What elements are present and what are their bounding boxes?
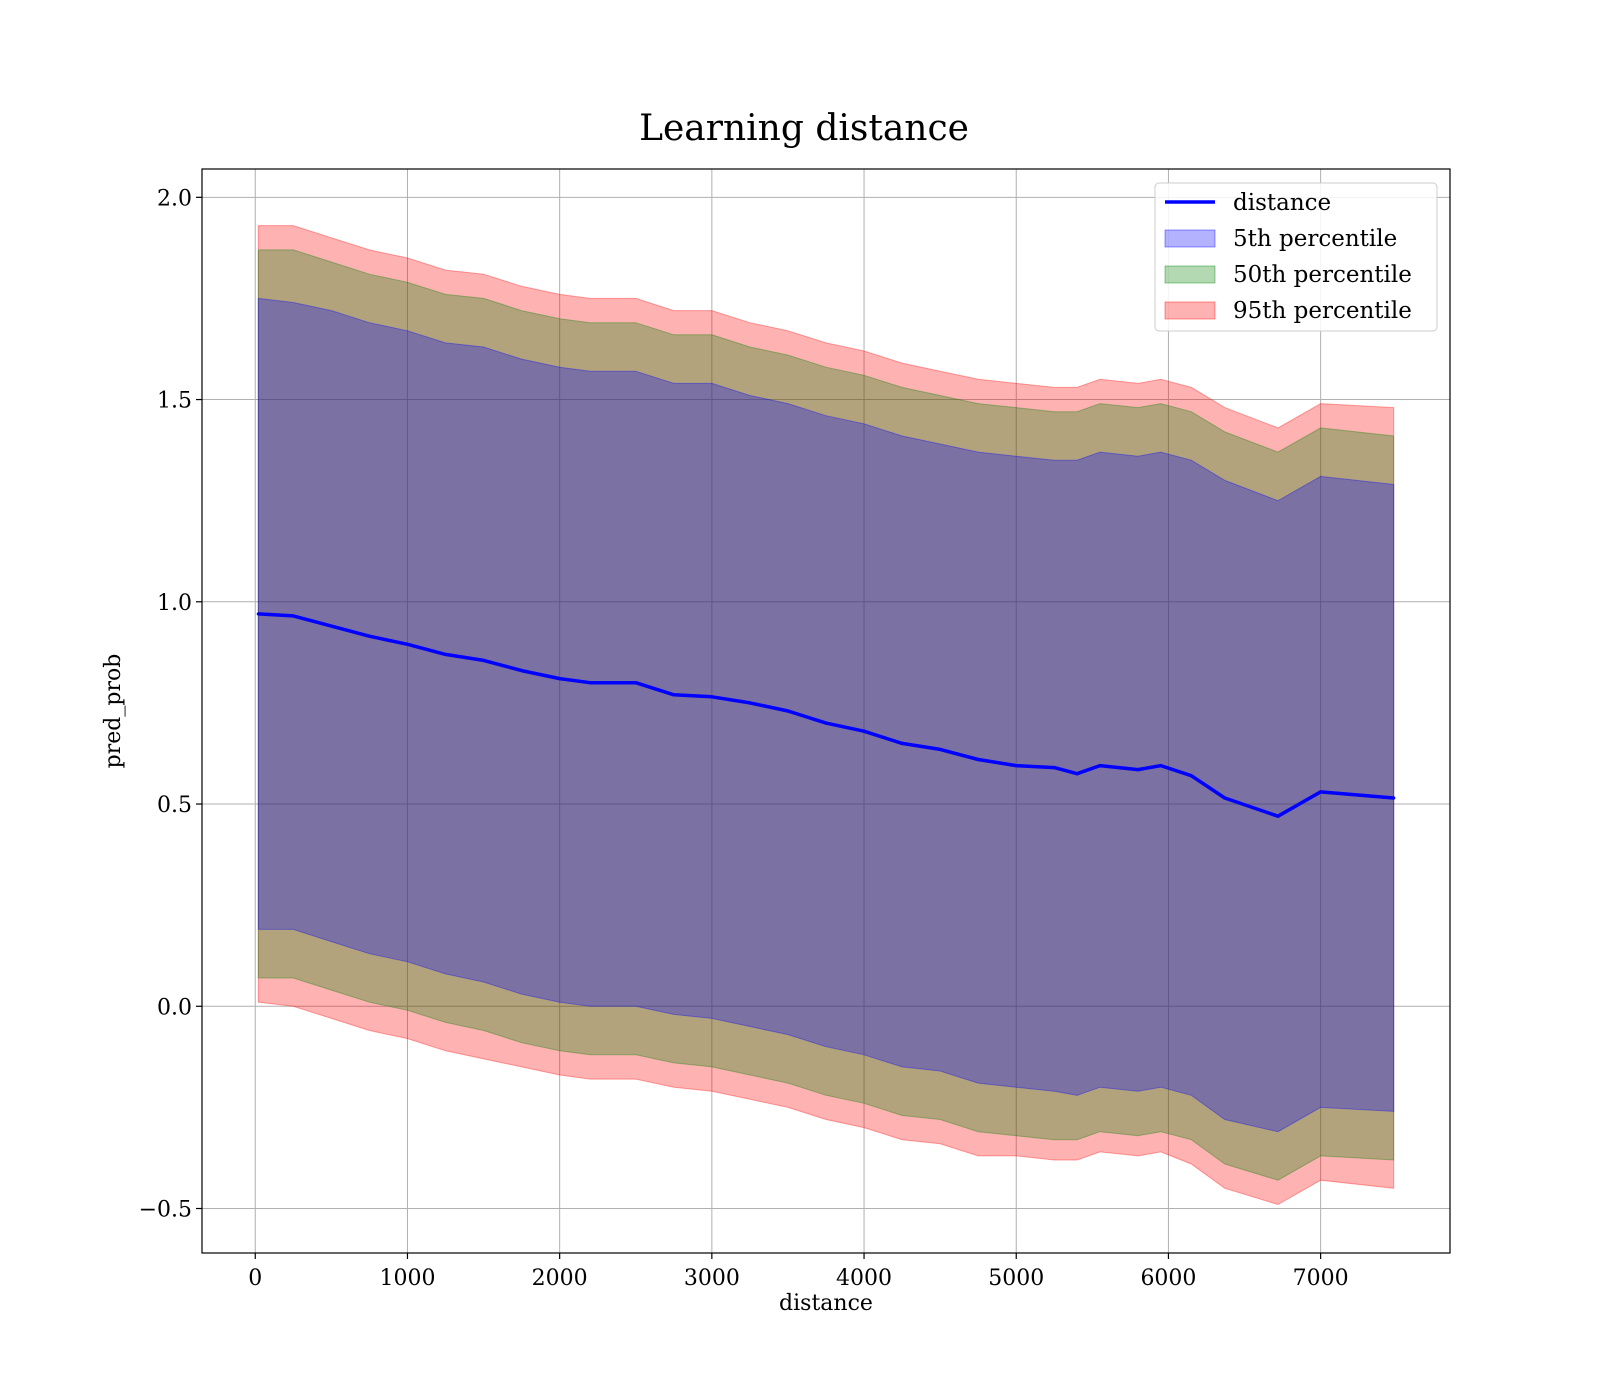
line-point-14 [786,709,790,713]
y-tick-label-0: −0.5 [139,1198,192,1223]
line-point-15 [824,721,828,725]
y-tick-label-3: 1.0 [157,591,192,616]
y-tick-label-1: 0.0 [157,995,192,1020]
axis-ticks: 0 1000 2000 3000 4000 5000 6000 7000 −0.5 0.0 0.5 1… [139,186,1349,1291]
line-point-0 [256,612,260,616]
line-point-2 [329,624,333,628]
line-point-19 [976,757,980,762]
line-point-7 [520,668,524,673]
line-point-6 [481,658,486,663]
line-point-28 [1276,814,1280,818]
line-point-26 [1189,774,1193,778]
line-point-22 [1075,772,1079,776]
line-point-8 [558,677,562,681]
y-tick-label-4: 1.5 [157,389,192,414]
x-tick-label-0: 0 [248,1266,262,1291]
line-point-30 [1392,796,1396,800]
line-point-9 [588,681,592,685]
line-point-11 [672,693,676,697]
x-tick-label-5: 5000 [988,1266,1044,1291]
series-line-layer [256,612,1396,818]
line-point-1 [291,614,295,618]
legend-swatch-50th-percentile [1164,265,1216,284]
line-point-27 [1223,796,1227,800]
line-point-13 [748,701,752,705]
legend-label-95th-percentile: 95th percentile [1233,298,1412,324]
legend-label-5th-percentile: 5th percentile [1233,226,1397,252]
legend: distance 5th percentile 50th percentile 95t… [1154,182,1438,332]
x-tick-label-3: 3000 [684,1266,740,1291]
line-point-12 [710,695,714,699]
legend-frame [1154,182,1438,332]
line-point-4 [405,642,410,646]
x-tick-label-4: 4000 [836,1266,892,1291]
y-axis-label: pred_prob [101,654,126,769]
y-tick-label-2: 0.5 [157,793,192,818]
x-tick-label-1: 1000 [379,1266,435,1291]
plot-frame [201,168,1451,1254]
legend-swatch-5th-percentile [1164,229,1216,248]
legend-label-50th-percentile: 50th percentile [1233,262,1412,288]
line-point-5 [443,652,448,656]
x-tick-label-7: 7000 [1293,1266,1349,1291]
line-point-17 [900,741,904,745]
line-point-29 [1319,790,1323,794]
legend-label-distance: distance [1233,190,1331,216]
line-point-24 [1136,768,1140,772]
band-50th-percentile [257,249,1395,1181]
legend-swatch-95th-percentile [1164,301,1216,320]
x-axis-label: distance [779,1291,873,1316]
band-95th-percentile [257,225,1395,1206]
band-5th-percentile [257,297,1395,1133]
line-point-23 [1098,764,1102,768]
chart-title: Learning distance [639,108,969,149]
x-tick-label-2: 2000 [532,1266,588,1291]
y-tick-label-5: 2.0 [157,186,192,211]
x-tick-label-6: 6000 [1140,1266,1196,1291]
line-point-3 [367,634,372,638]
line-point-18 [938,747,942,752]
line-point-16 [862,729,866,733]
line-point-10 [634,681,638,685]
percentile-bands [257,225,1395,1206]
line-point-25 [1159,764,1163,768]
line-point-20 [1014,764,1018,768]
line-point-21 [1052,766,1056,770]
